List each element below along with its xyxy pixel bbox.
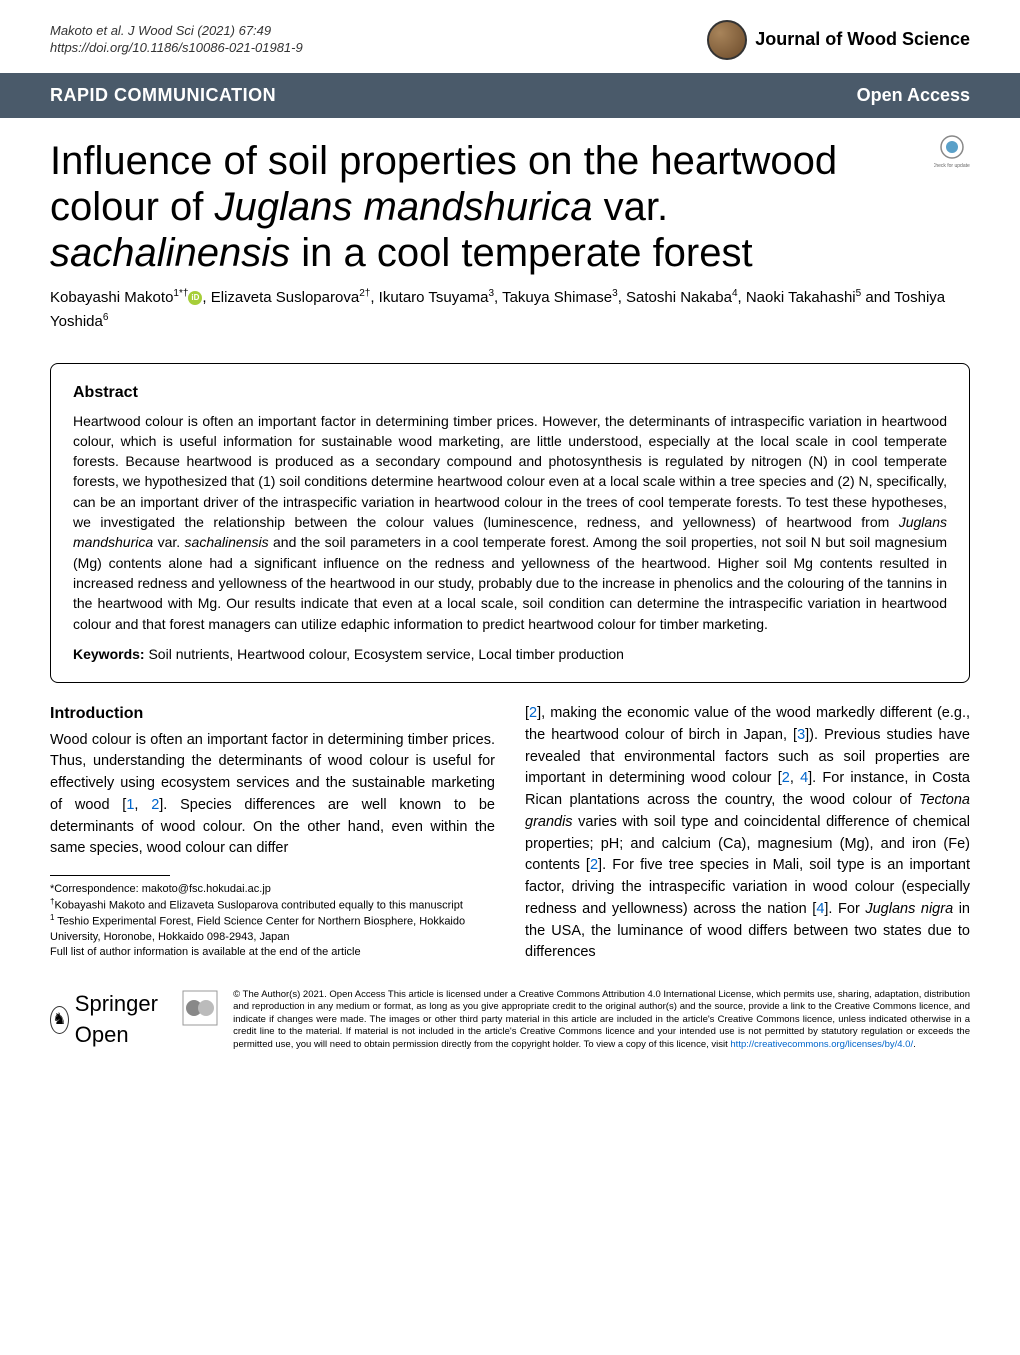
check-updates-badge[interactable]: Check for updates: [934, 133, 970, 169]
journal-logo-icon: [707, 20, 747, 60]
springer-text: Springer Open: [75, 989, 167, 1051]
introduction-heading: Introduction: [50, 703, 495, 725]
abstract-p2: var.: [153, 534, 184, 550]
keywords-label: Keywords:: [73, 646, 148, 662]
abstract-em2: sachalinensis: [185, 534, 269, 550]
author-1: Kobayashi Makoto: [50, 289, 173, 306]
ref-1-link[interactable]: 1: [126, 797, 134, 813]
abstract-box: Abstract Heartwood colour is often an im…: [50, 363, 970, 683]
author-5: , Satoshi Nakaba: [618, 289, 732, 306]
equal-contrib-note: †Kobayashi Makoto and Elizaveta Suslopar…: [50, 897, 495, 914]
springer-open-logo: ♞ Springer Open: [50, 989, 167, 1051]
title-text-3: in a cool temperate forest: [290, 231, 752, 275]
affiliation-1-text: Teshio Experimental Forest, Field Scienc…: [50, 916, 465, 943]
keywords-text: Soil nutrients, Heartwood colour, Ecosys…: [148, 646, 623, 662]
header-row: Makoto et al. J Wood Sci (2021) 67:49 ht…: [0, 0, 1020, 65]
intro-right-text: [2], making the economic value of the wo…: [525, 703, 970, 964]
article-title: Influence of soil properties on the hear…: [50, 138, 970, 276]
citation-doi: https://doi.org/10.1186/s10086-021-01981…: [50, 40, 303, 57]
title-section: Check for updates Influence of soil prop…: [0, 118, 1020, 286]
citation-line-1: Makoto et al. J Wood Sci (2021) 67:49: [50, 23, 303, 40]
abstract-p1: Heartwood colour is often an important f…: [73, 413, 947, 530]
author-3: , Ikutaro Tsuyama: [370, 289, 488, 306]
footnotes: *Correspondence: makoto@fsc.hokudai.ac.j…: [50, 882, 495, 960]
author-7-affil: 6: [103, 312, 109, 323]
left-column: Introduction Wood colour is often an imp…: [50, 703, 495, 964]
ref-4-link[interactable]: 4: [800, 770, 808, 786]
affiliation-1: 1 Teshio Experimental Forest, Field Scie…: [50, 913, 495, 944]
springer-word: Springer: [75, 991, 158, 1016]
author-list: Kobayashi Makoto1*† , Elizaveta Susloparo…: [0, 286, 1020, 353]
full-author-list-note: Full list of author information is avail…: [50, 945, 495, 960]
author-2: , Elizaveta Susloparova: [202, 289, 359, 306]
open-access-label: Open Access: [857, 83, 970, 108]
footer: ♞ Springer Open © The Author(s) 2021. Op…: [0, 979, 1020, 1071]
title-italic-2: sachalinensis: [50, 231, 290, 275]
ref-4b-link[interactable]: 4: [816, 901, 824, 917]
journal-name: Journal of Wood Science: [755, 27, 970, 52]
species-tectona: Tectona grandis: [525, 792, 970, 830]
equal-contrib-text: Kobayashi Makoto and Elizaveta Susloparo…: [54, 900, 462, 912]
article-type-banner: RAPID COMMUNICATION Open Access: [0, 73, 1020, 118]
check-updates-icon: Check for updates: [934, 133, 970, 169]
correspondence-note: *Correspondence: makoto@fsc.hokudai.ac.j…: [50, 882, 495, 897]
bmc-logo: [181, 989, 219, 1027]
right-column: [2], making the economic value of the wo…: [525, 703, 970, 964]
footnote-divider: [50, 875, 170, 876]
journal-logo: Journal of Wood Science: [707, 20, 970, 60]
ref-2b-link[interactable]: 2: [529, 705, 537, 721]
ref-2c-link[interactable]: 2: [782, 770, 790, 786]
ref-2d-link[interactable]: 2: [590, 857, 598, 873]
svg-text:Check for updates: Check for updates: [934, 163, 970, 169]
ref-2-link[interactable]: 2: [151, 797, 159, 813]
title-italic-1: Juglans mandshurica: [215, 185, 593, 229]
author-4: , Takuya Shimase: [494, 289, 612, 306]
title-text-2: var.: [593, 185, 669, 229]
species-juglans-nigra: Juglans nigra: [865, 901, 953, 917]
citation-block: Makoto et al. J Wood Sci (2021) 67:49 ht…: [50, 23, 303, 57]
license-text: © The Author(s) 2021. Open Access This a…: [233, 989, 970, 1051]
license-url-link[interactable]: http://creativecommons.org/licenses/by/4…: [730, 1039, 913, 1050]
ref-3-link[interactable]: 3: [797, 727, 805, 743]
bmc-icon: [181, 989, 219, 1027]
author-1-affil: 1*†: [173, 288, 188, 299]
open-word: Open: [75, 1022, 129, 1047]
author-6: , Naoki Takahashi: [738, 289, 856, 306]
abstract-heading: Abstract: [73, 382, 947, 404]
article-type-label: RAPID COMMUNICATION: [50, 83, 276, 108]
springer-horse-icon: ♞: [50, 1006, 69, 1034]
body-columns: Introduction Wood colour is often an imp…: [0, 703, 1020, 979]
author-2-affil: 2†: [359, 288, 370, 299]
intro-left-text: Wood colour is often an important factor…: [50, 730, 495, 861]
orcid-icon[interactable]: [188, 291, 202, 305]
abstract-text: Heartwood colour is often an important f…: [73, 411, 947, 634]
keywords-row: Keywords: Soil nutrients, Heartwood colo…: [73, 644, 947, 664]
